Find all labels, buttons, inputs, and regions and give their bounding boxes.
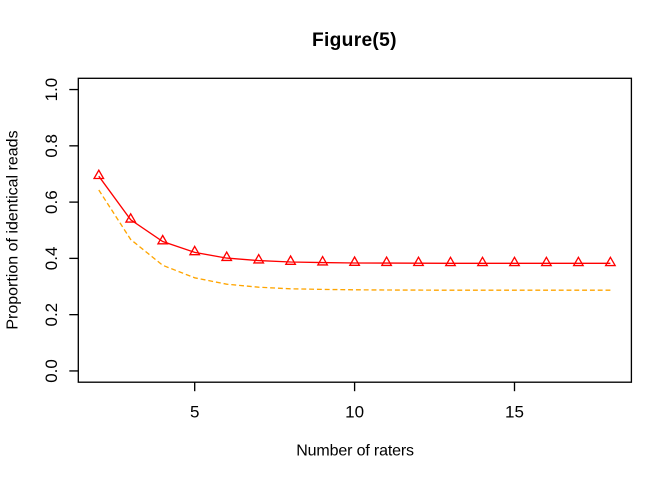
- svg-text:10: 10: [345, 402, 364, 421]
- svg-text:Number of raters: Number of raters: [296, 443, 414, 460]
- svg-text:0.4: 0.4: [42, 247, 61, 271]
- svg-text:0.8: 0.8: [42, 134, 61, 158]
- svg-text:Proportion of identical reads: Proportion of identical reads: [4, 130, 21, 329]
- svg-text:0.6: 0.6: [42, 190, 61, 214]
- svg-text:0.0: 0.0: [42, 359, 61, 383]
- svg-text:Figure(5): Figure(5): [312, 30, 397, 51]
- svg-text:0.2: 0.2: [42, 303, 61, 327]
- svg-text:1.0: 1.0: [42, 78, 61, 102]
- svg-text:5: 5: [190, 402, 199, 421]
- svg-text:15: 15: [505, 402, 524, 421]
